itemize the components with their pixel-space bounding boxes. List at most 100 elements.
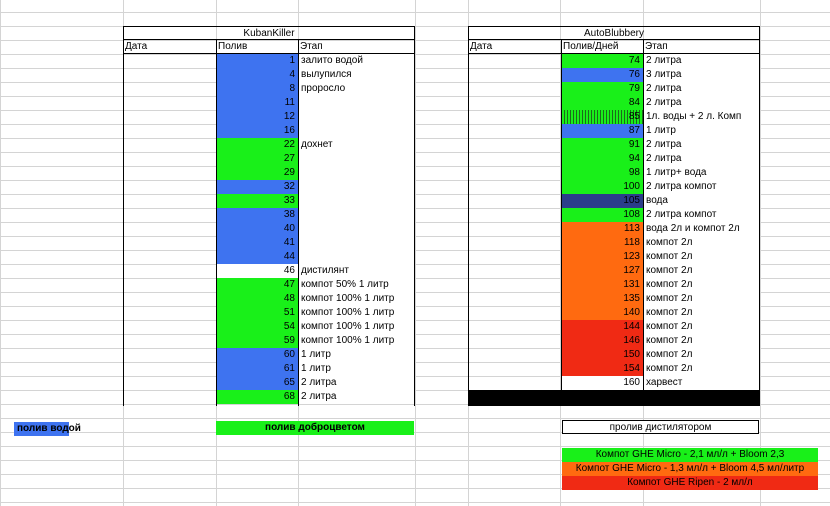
stage-cell[interactable]: 2 литра bbox=[644, 138, 759, 152]
watering-day-cell[interactable]: 60 bbox=[217, 348, 298, 362]
stage-cell[interactable]: залито водой bbox=[299, 54, 414, 68]
watering-day-cell[interactable]: 87 bbox=[562, 124, 643, 138]
stage-cell[interactable] bbox=[299, 152, 414, 166]
stage-cell[interactable]: 1 литр+ вода bbox=[644, 166, 759, 180]
watering-day-cell[interactable]: 84 bbox=[562, 96, 643, 110]
watering-day-cell[interactable]: 22 bbox=[217, 138, 298, 152]
watering-day-cell[interactable]: 160 bbox=[562, 376, 643, 390]
watering-day-cell[interactable]: 11 bbox=[217, 96, 298, 110]
stage-cell[interactable]: компот 2л bbox=[644, 334, 759, 348]
stage-cell[interactable]: проросло bbox=[299, 82, 414, 96]
watering-day-cell[interactable]: 131 bbox=[562, 278, 643, 292]
stage-cell[interactable] bbox=[299, 208, 414, 222]
watering-day-cell[interactable]: 150 bbox=[562, 348, 643, 362]
watering-day-cell[interactable]: 8 bbox=[217, 82, 298, 96]
stage-cell[interactable]: компот 2л bbox=[644, 278, 759, 292]
stage-cell[interactable]: компот 100% 1 литр bbox=[299, 306, 414, 320]
watering-day-cell[interactable]: 27 bbox=[217, 152, 298, 166]
stage-cell[interactable] bbox=[299, 96, 414, 110]
watering-day-cell[interactable]: 74 bbox=[562, 54, 643, 68]
watering-day-cell[interactable]: 48 bbox=[217, 292, 298, 306]
watering-day-cell[interactable]: 127 bbox=[562, 264, 643, 278]
watering-day-cell[interactable]: 91 bbox=[562, 138, 643, 152]
watering-day-cell[interactable]: 100 bbox=[562, 180, 643, 194]
watering-day-cell[interactable]: 85 bbox=[562, 110, 643, 124]
stage-cell[interactable]: 2 литра bbox=[644, 82, 759, 96]
watering-day-cell[interactable]: 59 bbox=[217, 334, 298, 348]
stage-cell[interactable]: 2 литра bbox=[299, 390, 414, 404]
stage-cell[interactable]: дохнет bbox=[299, 138, 414, 152]
watering-day-cell[interactable]: 94 bbox=[562, 152, 643, 166]
stage-cell[interactable]: компот 100% 1 литр bbox=[299, 292, 414, 306]
watering-day-cell[interactable]: 79 bbox=[562, 82, 643, 96]
stage-cell[interactable]: компот 2л bbox=[644, 348, 759, 362]
stage-cell[interactable] bbox=[299, 250, 414, 264]
watering-day-cell[interactable]: 61 bbox=[217, 362, 298, 376]
stage-cell[interactable]: компот 100% 1 литр bbox=[299, 320, 414, 334]
stage-cell[interactable]: компот 2л bbox=[644, 264, 759, 278]
stage-cell[interactable]: 3 литра bbox=[644, 68, 759, 82]
watering-day-cell[interactable]: 144 bbox=[562, 320, 643, 334]
stage-cell[interactable]: вылупился bbox=[299, 68, 414, 82]
watering-day-cell[interactable]: 4 bbox=[217, 68, 298, 82]
watering-day-cell[interactable]: 135 bbox=[562, 292, 643, 306]
stage-cell[interactable]: компот 2л bbox=[644, 292, 759, 306]
watering-day-cell[interactable]: 44 bbox=[217, 250, 298, 264]
stage-cell[interactable]: компот 2л bbox=[644, 306, 759, 320]
table-row: 79 2 литра bbox=[468, 82, 760, 96]
watering-day-cell[interactable]: 113 bbox=[562, 222, 643, 236]
stage-cell[interactable]: 2 литра компот bbox=[644, 180, 759, 194]
stage-cell[interactable] bbox=[299, 194, 414, 208]
watering-day-cell[interactable]: 105 bbox=[562, 194, 643, 208]
stage-cell[interactable] bbox=[299, 222, 414, 236]
stage-cell[interactable]: 2 литра bbox=[644, 96, 759, 110]
watering-day-cell[interactable]: 1 bbox=[217, 54, 298, 68]
stage-cell[interactable]: компот 100% 1 литр bbox=[299, 334, 414, 348]
watering-day-cell[interactable]: 40 bbox=[217, 222, 298, 236]
stage-cell[interactable]: компот 2л bbox=[644, 250, 759, 264]
stage-cell[interactable]: 2 литра bbox=[299, 376, 414, 390]
watering-day-cell[interactable]: 140 bbox=[562, 306, 643, 320]
watering-day-cell[interactable]: 41 bbox=[217, 236, 298, 250]
watering-day-cell[interactable]: 76 bbox=[562, 68, 643, 82]
stage-cell[interactable] bbox=[299, 180, 414, 194]
stage-cell[interactable]: харвест bbox=[644, 376, 759, 390]
watering-day-cell[interactable]: 65 bbox=[217, 376, 298, 390]
stage-cell[interactable]: 2 литра компот bbox=[644, 208, 759, 222]
stage-cell[interactable]: 1 литр bbox=[299, 362, 414, 376]
watering-day-cell[interactable]: 38 bbox=[217, 208, 298, 222]
watering-day-cell[interactable]: 108 bbox=[562, 208, 643, 222]
watering-day-cell[interactable]: 68 bbox=[217, 390, 298, 404]
stage-cell[interactable]: компот 2л bbox=[644, 236, 759, 250]
watering-day-cell[interactable]: 16 bbox=[217, 124, 298, 138]
watering-day-cell[interactable]: 33 bbox=[217, 194, 298, 208]
watering-day-cell[interactable]: 46 bbox=[217, 264, 298, 278]
stage-cell[interactable] bbox=[299, 166, 414, 180]
watering-day-cell[interactable]: 154 bbox=[562, 362, 643, 376]
stage-cell[interactable]: вода bbox=[644, 194, 759, 208]
stage-cell[interactable]: вода 2л и компот 2л bbox=[644, 222, 759, 236]
watering-day-cell[interactable]: 146 bbox=[562, 334, 643, 348]
watering-day-cell[interactable]: 98 bbox=[562, 166, 643, 180]
watering-day-cell[interactable]: 54 bbox=[217, 320, 298, 334]
stage-cell[interactable]: 2 литра bbox=[644, 54, 759, 68]
watering-day-cell[interactable]: 47 bbox=[217, 278, 298, 292]
stage-cell[interactable]: компот 2л bbox=[644, 320, 759, 334]
stage-cell[interactable]: 2 литра bbox=[644, 152, 759, 166]
header-date: Дата bbox=[468, 40, 561, 54]
watering-day-cell[interactable]: 118 bbox=[562, 236, 643, 250]
watering-day-cell[interactable]: 51 bbox=[217, 306, 298, 320]
watering-day-cell[interactable]: 29 bbox=[217, 166, 298, 180]
watering-day-cell[interactable]: 12 bbox=[217, 110, 298, 124]
stage-cell[interactable] bbox=[299, 110, 414, 124]
stage-cell[interactable] bbox=[299, 124, 414, 138]
stage-cell[interactable]: компот 50% 1 литр bbox=[299, 278, 414, 292]
stage-cell[interactable] bbox=[299, 236, 414, 250]
stage-cell[interactable]: компот 2л bbox=[644, 362, 759, 376]
stage-cell[interactable]: 1 литр bbox=[299, 348, 414, 362]
stage-cell[interactable]: дистилянт bbox=[299, 264, 414, 278]
stage-cell[interactable]: 1 литр bbox=[644, 124, 759, 138]
watering-day-cell[interactable]: 32 bbox=[217, 180, 298, 194]
stage-cell[interactable]: 1л. воды + 2 л. Комп bbox=[644, 110, 759, 124]
watering-day-cell[interactable]: 123 bbox=[562, 250, 643, 264]
